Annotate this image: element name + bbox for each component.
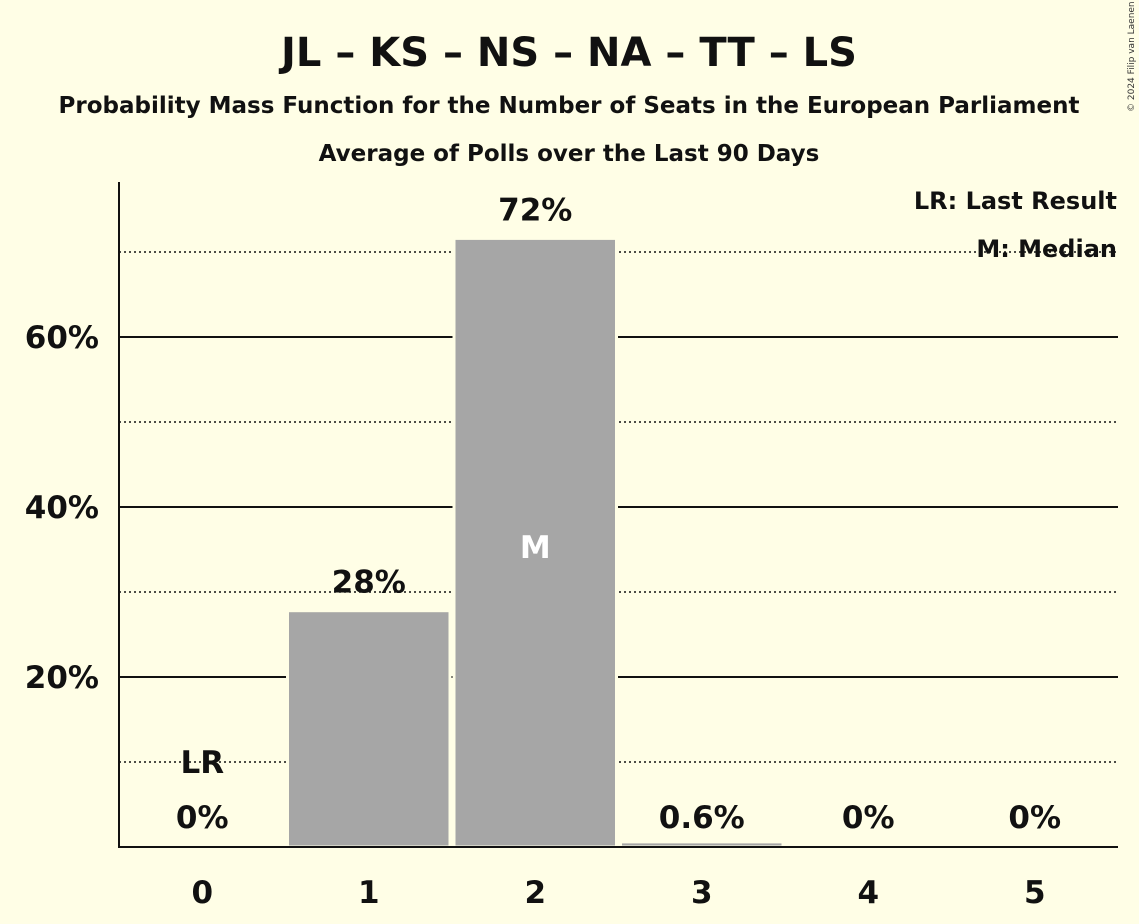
data-labels: 0% 28% 72% 0.6% 0% 0% LR M (176, 192, 1061, 836)
chart-subtitle-2: Average of Polls over the Last 90 Days (319, 141, 820, 167)
x-tick-label: 1 (358, 875, 380, 911)
x-tick-label: 2 (524, 875, 546, 911)
data-label: 28% (332, 565, 406, 601)
data-label: 0% (176, 800, 229, 836)
y-tick-label: 40% (25, 490, 99, 526)
bar (286, 609, 452, 849)
data-label: 72% (498, 192, 572, 228)
bar (452, 236, 618, 849)
x-tick-label: 0 (191, 875, 213, 911)
chart-title: JL – KS – NS – NA – TT – LS (278, 30, 857, 76)
data-label: 0% (1008, 800, 1061, 836)
copyright: © 2024 Filip van Laenen (1127, 1, 1137, 112)
y-tick-label: 60% (25, 320, 99, 356)
bars (286, 236, 785, 849)
median-marker: M (520, 530, 551, 566)
legend-item: LR: Last Result (914, 187, 1117, 215)
gridlines (119, 251, 1118, 763)
axes: 20% 40% 60% 0 1 2 3 4 5 (25, 182, 1118, 911)
legend: LR: Last Result M: Median (914, 187, 1117, 263)
last-result-marker: LR (180, 745, 224, 781)
x-tick-label: 5 (1024, 875, 1046, 911)
data-label: 0.6% (659, 800, 745, 836)
y-tick-label: 20% (25, 660, 99, 696)
x-tick-label: 3 (691, 875, 713, 911)
chart-subtitle: Probability Mass Function for the Number… (59, 93, 1080, 119)
legend-item: M: Median (976, 235, 1117, 263)
data-label: 0% (842, 800, 895, 836)
x-tick-label: 4 (857, 875, 879, 911)
